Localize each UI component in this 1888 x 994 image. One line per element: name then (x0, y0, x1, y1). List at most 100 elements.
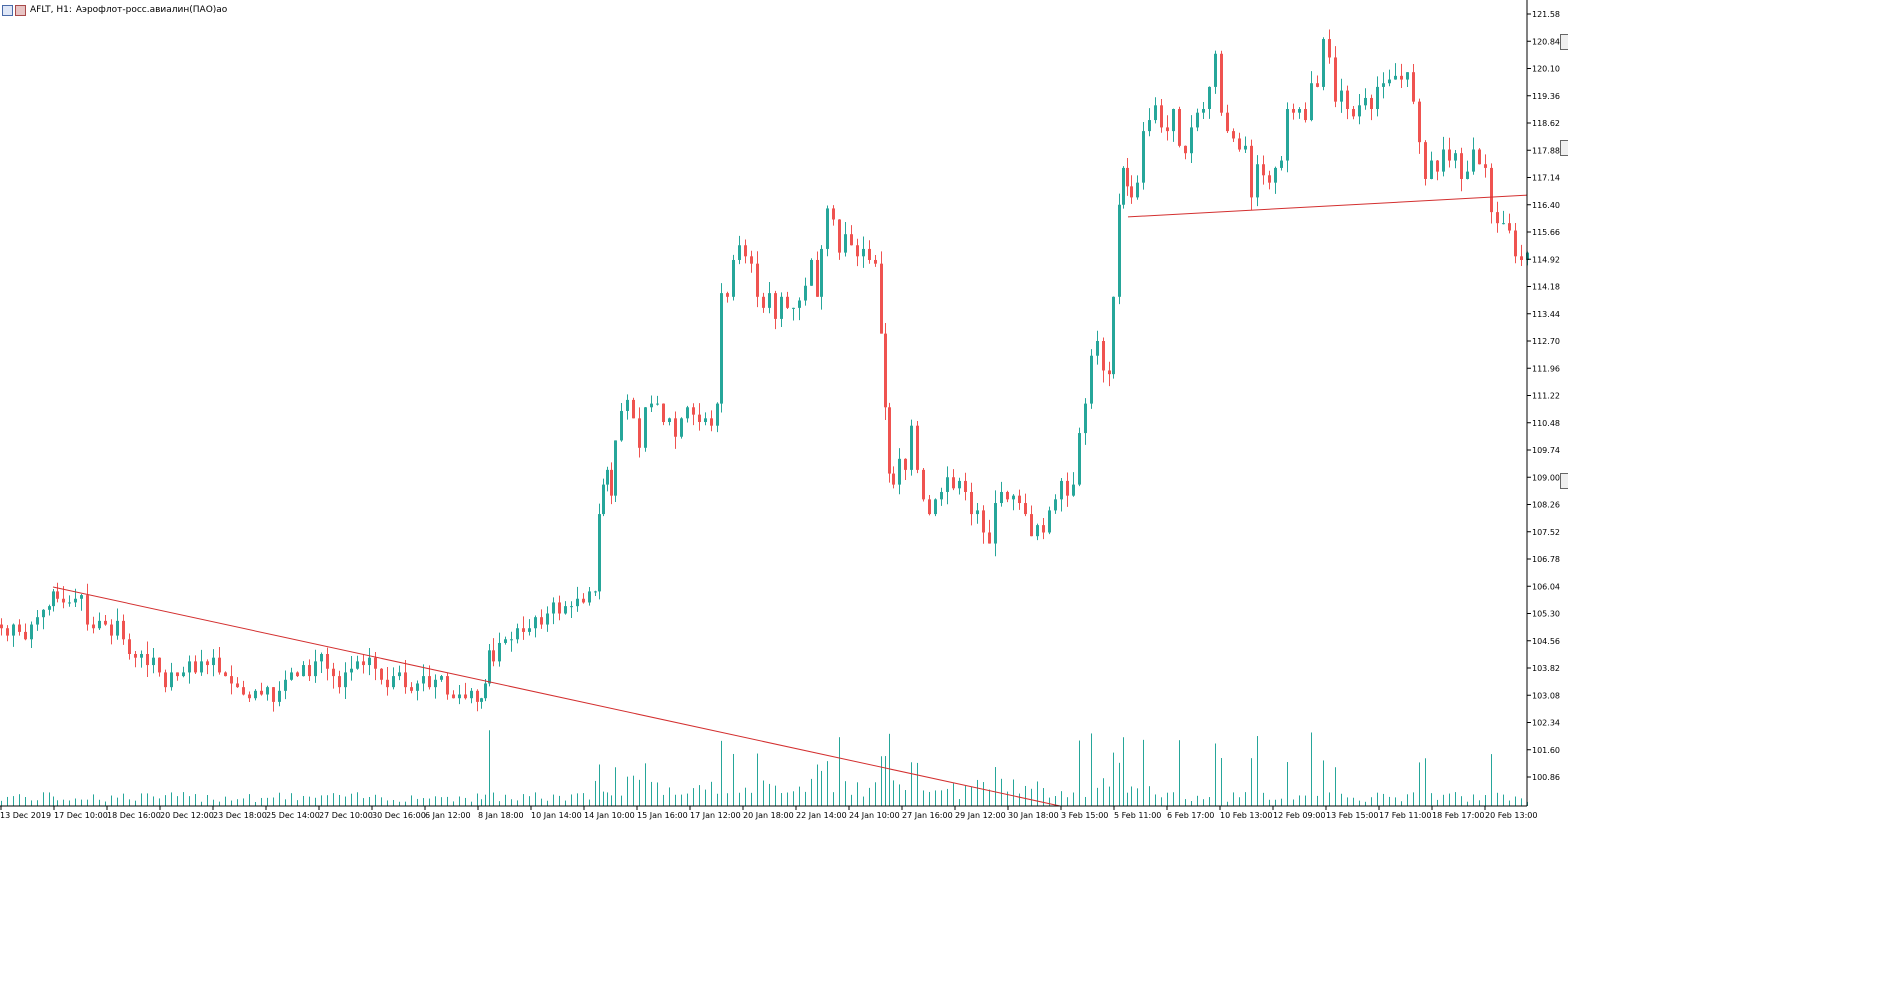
volume-bar (1, 800, 2, 806)
x-tick-label: 30 Jan 18:00 (1008, 811, 1059, 820)
x-tick-label: 18 Feb 17:00 (1432, 811, 1484, 820)
candle-body (546, 613, 549, 625)
volume-bar (13, 796, 14, 806)
candle-body (176, 672, 179, 677)
volume-bar (279, 792, 280, 806)
volume-bar (1103, 778, 1104, 806)
candle-body (272, 687, 275, 702)
candle-body (768, 293, 771, 308)
candle-body (540, 617, 543, 625)
x-tick-label: 17 Feb 11:00 (1379, 811, 1431, 820)
x-tick-label: 27 Dec 10:00 (319, 811, 373, 820)
scroll-marker-lower[interactable] (1560, 473, 1568, 489)
chart-area[interactable]: 121.58 120.84 120.10 119.36 118.62 117.88 117.… (0, 0, 1568, 826)
volume-bar (851, 794, 852, 806)
volume-bar (1031, 788, 1032, 806)
x-tick-label: 22 Jan 14:00 (796, 811, 847, 820)
candle-body (952, 477, 955, 489)
volume-bar (1317, 795, 1318, 806)
candles (0, 29, 1529, 712)
volume-bar (1013, 779, 1014, 806)
volume-bar (517, 800, 518, 806)
candle-body (1370, 97, 1373, 110)
volume-bar (1239, 797, 1240, 806)
volume-bar (321, 795, 322, 806)
y-tick-label: 105.30 (1532, 610, 1560, 619)
volume-bar (417, 798, 418, 806)
volume-bar (1185, 799, 1186, 806)
candle-body (1454, 153, 1457, 161)
volume-bar (845, 781, 846, 806)
candle-body (910, 425, 913, 470)
candle-body (422, 676, 425, 684)
volume-bar (657, 782, 658, 806)
volume-bar (465, 797, 466, 806)
scroll-marker-mid[interactable] (1560, 140, 1568, 156)
volume-bar (995, 767, 996, 806)
candle-body (614, 440, 617, 496)
volume-bar (899, 784, 900, 806)
candle-body (534, 617, 537, 629)
candle-body (1030, 514, 1033, 537)
candle-body (1066, 480, 1069, 496)
volume-bar (675, 794, 676, 806)
volume-bar (1257, 736, 1258, 806)
volume-bar (1407, 794, 1408, 806)
candle-body (504, 639, 507, 643)
candle-body (158, 657, 161, 673)
candle-body (344, 672, 347, 688)
volume-bar (727, 793, 728, 806)
y-tick-label: 111.22 (1532, 392, 1560, 401)
candle-body (1286, 109, 1289, 161)
candle-body (928, 499, 931, 515)
candle-body (1184, 145, 1187, 154)
candle-body (308, 665, 311, 677)
candle-body (922, 469, 925, 500)
candle-body (1084, 403, 1087, 434)
volume-bar (1299, 795, 1300, 806)
volume-bar (1019, 793, 1020, 806)
candle-body (266, 687, 269, 695)
volume-bar (1025, 785, 1026, 806)
volume-bar (793, 791, 794, 806)
candle-body (1118, 204, 1121, 297)
candle-body (56, 591, 59, 599)
candle-body (374, 657, 377, 669)
y-tick-label: 117.14 (1532, 174, 1560, 183)
volume-bar (941, 790, 942, 806)
volume-bar (739, 792, 740, 806)
candle-body (1232, 131, 1235, 139)
candle-body (594, 591, 597, 593)
candle-body (804, 285, 807, 301)
scroll-marker-upper[interactable] (1560, 34, 1568, 50)
candle-body (206, 661, 209, 666)
volume-bar (291, 793, 292, 806)
candle-body (816, 259, 819, 297)
candle-body (1006, 491, 1009, 500)
volume-bar (827, 761, 828, 806)
volume-bar (105, 801, 106, 806)
candle-body (1072, 484, 1075, 496)
volume-bar (989, 789, 990, 806)
volume-bar (705, 789, 706, 806)
volume-bar (1167, 792, 1168, 806)
candle-body (904, 458, 907, 470)
volume-bar (423, 798, 424, 806)
price-chart[interactable]: 121.58 120.84 120.10 119.36 118.62 117.88 117.… (0, 0, 1568, 826)
volume-bar (565, 800, 566, 806)
volume-bar (267, 797, 268, 806)
volume-bar (965, 785, 966, 806)
bar-chart-icon[interactable] (2, 4, 13, 16)
candle-body (484, 683, 487, 699)
candle-body (898, 458, 901, 485)
candles-icon[interactable] (15, 4, 26, 16)
volume-bar (399, 801, 400, 806)
volume-bar (633, 775, 634, 806)
volume-bar (603, 791, 604, 806)
candle-body (1304, 109, 1307, 121)
volume-bar (577, 793, 578, 806)
chart-header: AFLT, H1: Аэрофлот-росс.авиалин(ПАО)ао (2, 2, 227, 18)
volume-bar (839, 737, 840, 806)
volume-bar (19, 794, 20, 806)
volume-bar (63, 799, 64, 806)
